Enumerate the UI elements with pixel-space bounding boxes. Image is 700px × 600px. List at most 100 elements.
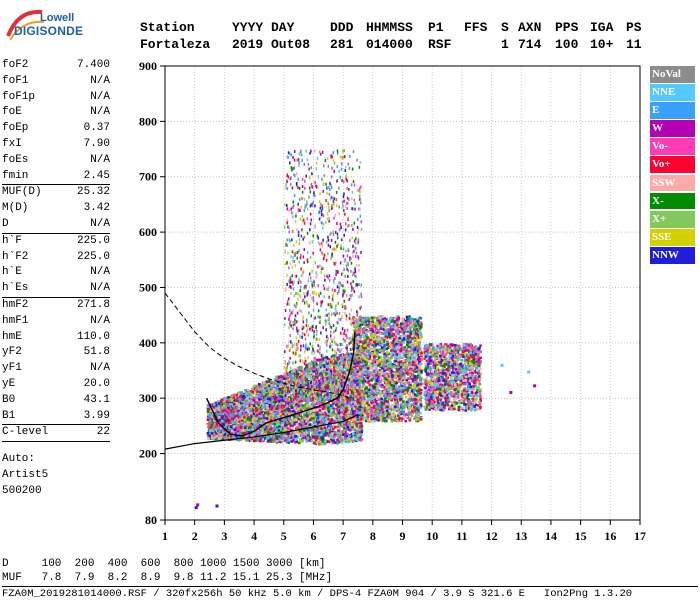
echo-point xyxy=(324,358,327,362)
echo-point xyxy=(323,412,326,415)
echo-point xyxy=(339,418,343,422)
echo-point xyxy=(339,413,343,416)
echo-point xyxy=(311,366,314,369)
echo-point xyxy=(256,430,259,434)
header-cell: 2019 Out08 xyxy=(232,37,311,52)
echo-point xyxy=(256,411,260,415)
echo-point xyxy=(293,378,297,382)
echo-point xyxy=(290,379,293,383)
echo-point xyxy=(269,402,273,406)
brand-line1: Lowell xyxy=(40,12,75,24)
echo-point xyxy=(356,430,359,434)
echo-point xyxy=(214,415,218,419)
param-row: fmin 2.45 xyxy=(2,169,110,185)
x-tick-label: 14 xyxy=(545,529,557,543)
echo-point xyxy=(354,432,358,436)
echo-point xyxy=(338,401,342,404)
echo-point xyxy=(336,373,340,377)
param-name: C-level xyxy=(2,426,49,439)
echo-point xyxy=(241,419,244,423)
echo-point xyxy=(346,433,349,436)
param-value: N/A xyxy=(90,282,110,295)
echo-point xyxy=(350,432,354,436)
echo-point xyxy=(216,418,220,421)
echo-point xyxy=(263,432,267,436)
echo-point xyxy=(213,436,217,439)
echo-point xyxy=(335,434,338,437)
echo-point xyxy=(331,420,335,423)
echo-point xyxy=(297,383,300,387)
echo-point xyxy=(349,409,353,413)
echo-point xyxy=(293,397,296,401)
echo-point xyxy=(295,418,298,422)
echo-point xyxy=(321,363,325,367)
echo-point xyxy=(242,412,246,415)
echo-point xyxy=(271,381,275,385)
echo-point xyxy=(271,427,275,430)
echo-point xyxy=(289,404,293,407)
echo-point xyxy=(212,437,215,441)
echo-point xyxy=(293,409,297,412)
echo-point xyxy=(348,413,351,416)
echo-point xyxy=(300,369,304,373)
echo-point xyxy=(278,408,282,412)
echo-point xyxy=(293,415,296,418)
echo-point xyxy=(307,390,311,394)
echo-point xyxy=(244,410,248,414)
echo-point xyxy=(263,400,267,403)
echo-point xyxy=(256,390,259,393)
echo-point xyxy=(334,367,337,371)
echo-point xyxy=(320,400,323,404)
echo-point xyxy=(256,413,259,417)
echo-point xyxy=(325,374,329,377)
echo-point xyxy=(309,410,313,413)
echo-point xyxy=(223,398,226,401)
echo-point xyxy=(308,428,312,432)
echo-point xyxy=(298,432,301,436)
echo-point xyxy=(236,397,239,400)
echo-point xyxy=(287,408,291,411)
echo-point xyxy=(280,375,284,379)
echo-point xyxy=(275,405,278,408)
echo-point xyxy=(319,431,322,434)
echo-point xyxy=(316,393,319,397)
echo-point xyxy=(220,398,224,402)
echo-point xyxy=(224,430,227,433)
echo-point xyxy=(316,358,319,362)
echo-point xyxy=(354,429,358,432)
echo-point xyxy=(348,352,351,356)
echo-point xyxy=(249,412,252,416)
echo-point xyxy=(289,411,293,415)
echo-point xyxy=(358,424,361,427)
echo-point xyxy=(247,432,251,436)
echo-point xyxy=(226,408,229,412)
echo-point xyxy=(235,393,239,397)
echo-point xyxy=(312,415,315,419)
echo-point xyxy=(289,428,293,431)
echo-point xyxy=(290,406,294,409)
echo-point xyxy=(272,440,275,443)
echo-point xyxy=(318,433,321,437)
echo-point xyxy=(316,399,320,403)
echo-point xyxy=(223,410,226,414)
echo-point xyxy=(324,405,328,409)
echo-point xyxy=(219,427,223,430)
echo-point xyxy=(208,407,212,411)
echo-point xyxy=(282,424,286,427)
echo-point xyxy=(314,439,318,443)
echo-point xyxy=(313,360,317,363)
echo-point xyxy=(278,439,281,442)
echo-point xyxy=(332,378,336,381)
echo-point xyxy=(285,404,289,408)
echo-point xyxy=(296,382,299,385)
echo-point xyxy=(295,423,299,426)
echo-point xyxy=(247,406,251,409)
echo-point xyxy=(214,401,218,405)
echo-point xyxy=(266,437,270,440)
echo-point xyxy=(211,417,214,421)
echo-point xyxy=(213,411,217,415)
echo-point xyxy=(312,378,315,382)
echo-point xyxy=(218,410,222,413)
echo-point xyxy=(222,402,225,406)
param-divider xyxy=(2,441,110,452)
